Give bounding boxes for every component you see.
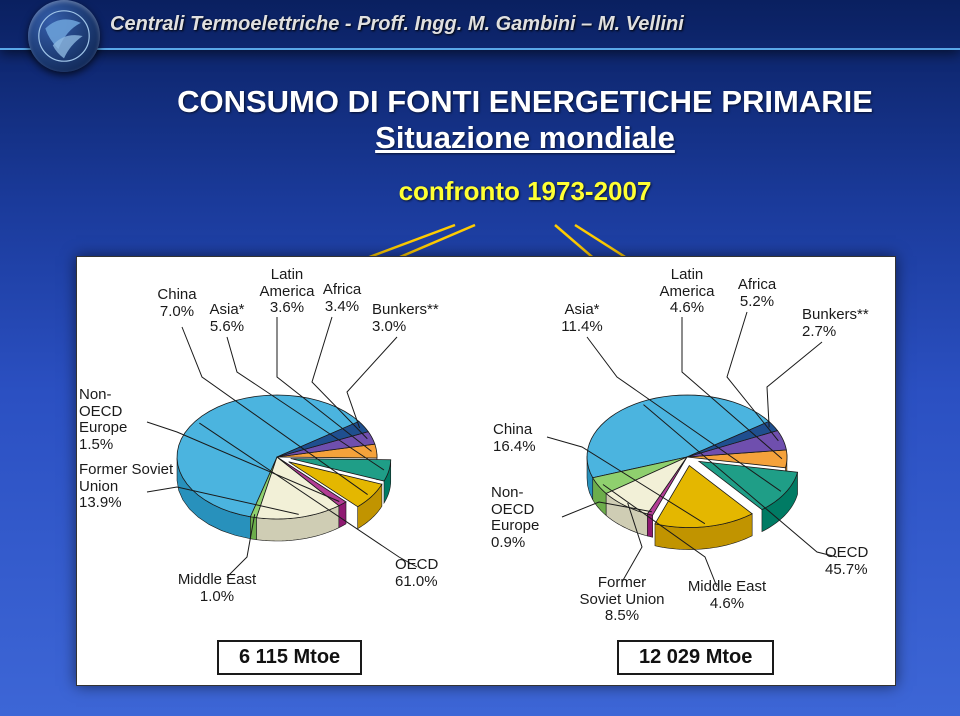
totals-row: 6 115 Mtoe 12 029 Mtoe <box>77 635 895 675</box>
slice-label: FormerSoviet Union8.5% <box>557 575 687 625</box>
chart-2007: OECD45.7% Middle East4.6%FormerSoviet Uni… <box>487 257 897 637</box>
title-line2: Situazione mondiale <box>125 120 925 156</box>
header-course-text: Centrali Termoelettriche - Proff. Ingg. … <box>110 13 684 36</box>
slice-label: Middle East1.0% <box>162 572 272 605</box>
title-line1: CONSUMO DI FONTI ENERGETICHE PRIMARIE <box>125 84 925 120</box>
slice-label: Asia*11.4% <box>547 302 617 335</box>
slice-label: Bunkers**2.7% <box>802 307 897 340</box>
total-2007: 12 029 Mtoe <box>617 640 774 675</box>
slice-label: China16.4% <box>493 422 563 455</box>
title-block: CONSUMO DI FONTI ENERGETICHE PRIMARIE Si… <box>125 84 925 207</box>
slice-label: Africa5.2% <box>722 277 792 310</box>
logo-graphic <box>36 8 92 64</box>
slice-label: OECD45.7% <box>825 545 895 578</box>
chart-panel: OECD61.0% Middle East1.0% Former SovietUni… <box>76 256 896 686</box>
header-band: Centrali Termoelettriche - Proff. Ingg. … <box>0 0 960 50</box>
slice-label: LatinAmerica4.6% <box>642 267 732 317</box>
slice-label: Middle East4.6% <box>672 579 782 612</box>
slice-label: OECD61.0% <box>395 557 475 590</box>
subtitle: confronto 1973-2007 <box>125 176 925 207</box>
slice-label: Non-OECDEurope0.9% <box>491 485 566 551</box>
slice-label: Africa3.4% <box>307 282 377 315</box>
slice-label: Bunkers**3.0% <box>372 302 462 335</box>
chart-1973: OECD61.0% Middle East1.0% Former SovietUni… <box>77 257 487 637</box>
university-logo <box>28 0 100 72</box>
slice-label: Former SovietUnion13.9% <box>79 462 179 512</box>
total-1973: 6 115 Mtoe <box>217 640 362 675</box>
slice-label: Non-OECDEurope1.5% <box>79 387 149 453</box>
